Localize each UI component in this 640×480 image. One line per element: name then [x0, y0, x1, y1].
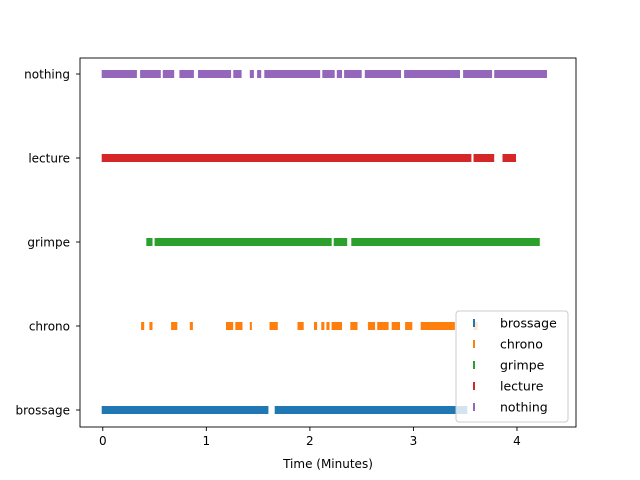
- chrono-event-6: [249, 322, 252, 330]
- y-tick-label: brossage: [16, 404, 71, 418]
- nothing-event-3: [179, 70, 194, 78]
- grimpe-event-3: [351, 238, 540, 246]
- chrono-event-13: [350, 322, 358, 330]
- legend-label-nothing: nothing: [500, 400, 548, 415]
- y-axis: brossage chrono grimpe lecture nothing: [16, 68, 80, 418]
- legend-label-chrono: chrono: [500, 337, 543, 352]
- nothing-event-10: [336, 70, 342, 78]
- plot-marks: [101, 70, 547, 414]
- x-tick-label: 3: [410, 434, 418, 448]
- legend-label-lecture: lecture: [500, 379, 544, 394]
- nothing-event-12: [364, 70, 401, 78]
- y-tick-label: nothing: [24, 68, 70, 82]
- chrono-event-9: [314, 322, 318, 330]
- chrono-event-5: [235, 322, 243, 330]
- chrono-event-1: [149, 322, 153, 330]
- nothing-event-6: [249, 70, 254, 78]
- chrono-event-8: [297, 322, 304, 330]
- x-tick-label: 2: [306, 434, 314, 448]
- brossage-event-1: [274, 406, 468, 414]
- lecture-event-2: [502, 154, 516, 162]
- nothing-event-8: [264, 70, 321, 78]
- x-tick-label: 1: [203, 434, 211, 448]
- legend: brossage chrono grimpe lecture nothing: [455, 310, 569, 423]
- nothing-event-14: [463, 70, 493, 78]
- nothing-event-5: [233, 70, 242, 78]
- legend-box: [455, 310, 569, 423]
- chrono-event-3: [189, 322, 193, 330]
- chrono-event-2: [171, 322, 178, 330]
- chrono-event-16: [391, 322, 400, 330]
- chrono-event-12: [331, 322, 342, 330]
- y-tick-label: grimpe: [27, 236, 70, 250]
- chrono-event-4: [226, 322, 234, 330]
- chrono-event-11: [326, 322, 330, 330]
- y-tick-label: chrono: [29, 320, 70, 334]
- legend-label-brossage: brossage: [500, 316, 557, 331]
- chrono-event-15: [377, 322, 389, 330]
- x-axis: 0 1 2 3 4: [99, 427, 521, 448]
- lecture-event-0: [101, 154, 472, 162]
- grimpe-event-1: [154, 238, 332, 246]
- x-axis-label: Time (Minutes): [282, 457, 373, 471]
- chrono-event-7: [269, 322, 278, 330]
- legend-label-grimpe: grimpe: [500, 358, 545, 373]
- nothing-event-1: [140, 70, 161, 78]
- nothing-event-9: [322, 70, 335, 78]
- plot-frame: [79, 57, 577, 428]
- nothing-event-13: [404, 70, 460, 78]
- nothing-event-15: [494, 70, 547, 78]
- chrono-event-17: [405, 322, 413, 330]
- grimpe-event-2: [333, 238, 348, 246]
- nothing-event-2: [162, 70, 175, 78]
- nothing-event-11: [344, 70, 362, 78]
- lecture-event-1: [473, 154, 495, 162]
- x-tick-label: 0: [99, 434, 107, 448]
- nothing-event-0: [101, 70, 137, 78]
- nothing-event-4: [198, 70, 232, 78]
- brossage-event-0: [101, 406, 269, 414]
- chrono-event-14: [367, 322, 376, 330]
- x-tick-label: 4: [513, 434, 521, 448]
- chrono-event-0: [141, 322, 145, 330]
- nothing-event-7: [257, 70, 262, 78]
- chrono-event-10: [321, 322, 325, 330]
- chrono-event-18: [420, 322, 455, 330]
- y-tick-label: lecture: [28, 152, 70, 166]
- grimpe-event-0: [146, 238, 153, 246]
